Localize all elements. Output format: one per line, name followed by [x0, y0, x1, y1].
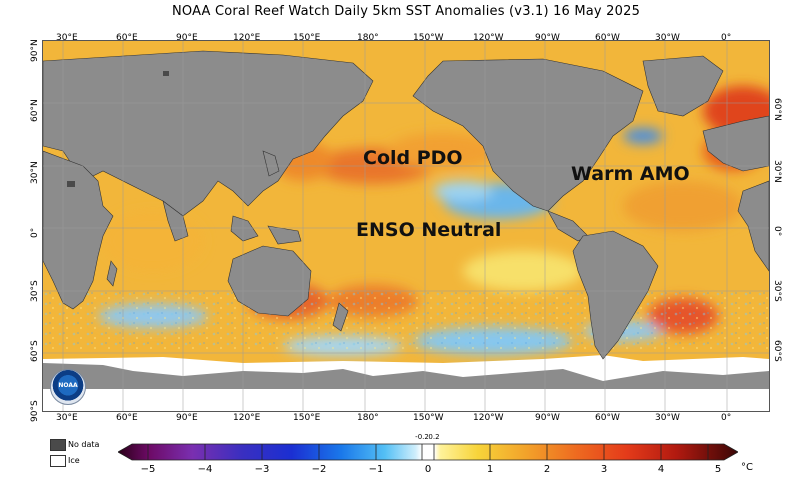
colorbar-tick: −3 [254, 464, 270, 475]
lat-label: 90°S [30, 400, 40, 422]
india-land [162, 200, 189, 242]
colorbar-tick: 2 [543, 464, 551, 475]
lon-label: 120°E [233, 413, 261, 423]
map-title: NOAA Coral Reef Watch Daily 5km SST Anom… [171, 4, 641, 19]
lon-label: 150°W [413, 33, 444, 43]
west-africa-land [737, 180, 769, 272]
lat-label: 30°S [772, 280, 782, 302]
new-zealand-land [332, 302, 349, 332]
south-pole-mask [43, 389, 769, 411]
lon-label: 150°E [293, 413, 321, 423]
no-data-label: No data [68, 440, 100, 449]
colorbar-tick: −4 [197, 464, 213, 475]
new-guinea-land [267, 225, 302, 245]
sst-anomaly-map: Cold PDO Warm AMO ENSO Neutral [42, 40, 770, 412]
lon-label: 120°W [473, 413, 504, 423]
africa-land [43, 150, 114, 310]
lon-label: 60°W [595, 33, 620, 43]
continents [43, 50, 769, 360]
colorbar-unit: °C [741, 462, 753, 473]
colorbar [118, 443, 738, 461]
lat-label: 30°N [30, 161, 40, 184]
lat-label: 0° [30, 227, 40, 238]
speckle-overlay [43, 291, 769, 351]
lon-label: 120°E [233, 33, 261, 43]
colorbar-tick: 3 [600, 464, 608, 475]
madagascar-land [106, 260, 118, 287]
lon-label: 0° [721, 33, 732, 43]
colorbar-tick: 4 [657, 464, 665, 475]
south-america-land [572, 230, 659, 360]
lat-label: 60°N [30, 99, 40, 122]
lon-label: 90°W [535, 413, 560, 423]
japan-land [262, 150, 280, 177]
colorbar-tick: −2 [311, 464, 327, 475]
noaa-logo-text: NOAA [58, 382, 78, 389]
lon-label: 60°E [116, 413, 138, 423]
lat-label: 60°S [772, 340, 782, 362]
graticule [43, 41, 769, 411]
lon-label: 30°W [655, 33, 680, 43]
colorbar-small-tick: -0.2 [415, 433, 429, 441]
colorbar-tick: 0 [424, 464, 432, 475]
lon-label: 150°E [293, 33, 321, 43]
lon-label: 30°E [56, 33, 78, 43]
lon-label: 150°W [413, 413, 444, 423]
lon-label: 30°E [56, 413, 78, 423]
lat-label: 0° [772, 226, 782, 237]
lon-label: 0° [721, 413, 732, 423]
lon-label: 90°E [176, 33, 198, 43]
lat-label: 30°N [772, 160, 782, 183]
borneo-land [230, 215, 259, 242]
annotation-cold-pdo: Cold PDO [363, 147, 463, 169]
lat-label: 90°N [30, 39, 40, 62]
map-svg [43, 41, 769, 411]
colorbar-tick: 5 [714, 464, 722, 475]
lon-label: 90°W [535, 33, 560, 43]
lat-label: 30°S [30, 280, 40, 302]
lat-label: 60°S [30, 340, 40, 362]
lon-label: 90°E [176, 413, 198, 423]
colorbar-tick: −1 [368, 464, 384, 475]
no-data-swatch [50, 439, 66, 451]
lon-label: 120°W [473, 33, 504, 43]
ice-swatch [50, 455, 66, 467]
lon-label: 180° [357, 33, 379, 43]
lat-label: 60°N [772, 98, 782, 121]
europe-land [702, 115, 769, 172]
lon-label: 60°E [116, 33, 138, 43]
greenland-land [642, 55, 724, 117]
ice-label: Ice [68, 456, 80, 465]
colorbar-tick: 1 [486, 464, 494, 475]
colorbar-tick: −5 [140, 464, 156, 475]
lon-label: 30°W [655, 413, 680, 423]
no-data-patches [67, 71, 169, 187]
noaa-logo: NOAA [50, 369, 86, 405]
annotation-enso-neutral: ENSO Neutral [356, 219, 502, 241]
lon-label: 180° [357, 413, 379, 423]
annotation-warm-amo: Warm AMO [571, 163, 690, 185]
lon-label: 60°W [595, 413, 620, 423]
colorbar-small-tick: 0.2 [428, 433, 440, 441]
